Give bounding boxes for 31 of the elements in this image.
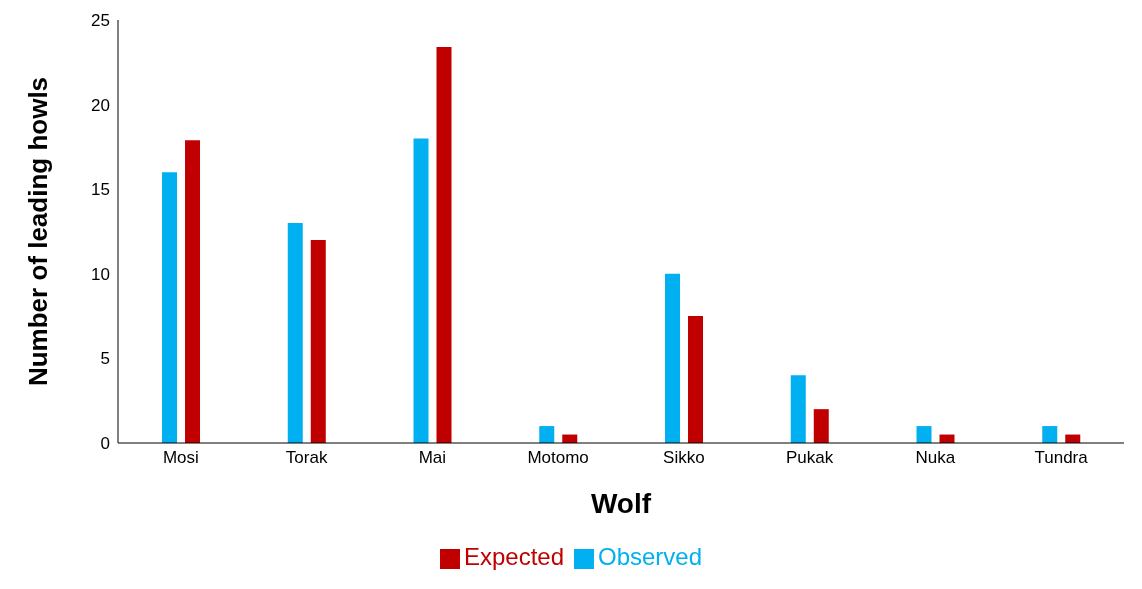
bar — [310, 239, 326, 443]
y-tick-label: 25 — [91, 11, 110, 31]
legend-label: Observed — [598, 543, 703, 570]
bar — [185, 140, 201, 443]
x-tick-label: Motomo — [527, 448, 589, 468]
bar — [813, 409, 829, 443]
x-tick-label: Mai — [418, 448, 447, 468]
bar — [1042, 426, 1058, 443]
y-tick-label: 10 — [91, 264, 110, 284]
x-tick-label: Sikko — [663, 448, 705, 468]
x-tick-label: Tundra — [1034, 448, 1089, 468]
x-tick-label: Pukak — [786, 448, 834, 468]
bar — [665, 273, 681, 443]
y-axis-title: Number of leading howls — [23, 76, 54, 387]
x-tick-label: Nuka — [915, 448, 956, 468]
bar — [436, 47, 452, 443]
bar — [539, 426, 555, 443]
y-tick-label: 20 — [91, 95, 110, 115]
bar — [688, 316, 704, 443]
bar — [287, 223, 303, 443]
bar — [162, 172, 178, 443]
x-tick-label: Mosi — [162, 448, 199, 468]
x-axis-title: Wolf — [590, 488, 652, 519]
bar — [790, 375, 806, 443]
y-tick-label: 5 — [100, 349, 110, 369]
y-tick-label: 15 — [91, 180, 110, 200]
x-tick-label: Torak — [285, 448, 328, 468]
bar — [413, 138, 429, 443]
bar — [916, 426, 932, 443]
y-tick-label: 0 — [100, 434, 110, 454]
legend-label: Expected — [463, 543, 564, 570]
